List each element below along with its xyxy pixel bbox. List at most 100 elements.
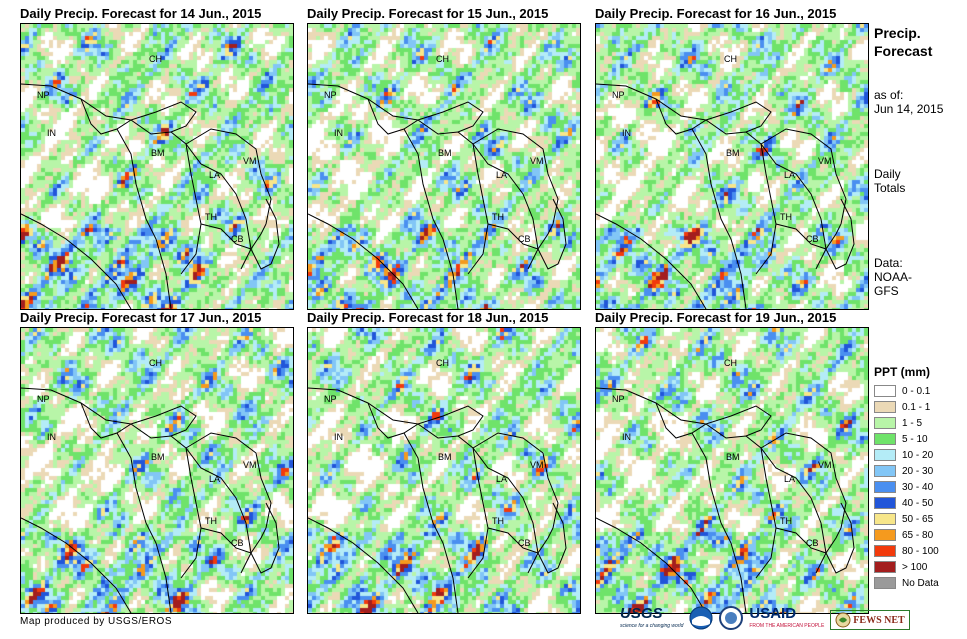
legend-swatch	[874, 417, 896, 429]
border-line	[21, 387, 197, 437]
panel-title: Daily Precip. Forecast for 16 Jun., 2015	[595, 6, 837, 21]
country-label-cb: CB	[231, 538, 244, 548]
legend-item: 40 - 50	[874, 495, 939, 511]
legend-label: 5 - 10	[902, 433, 928, 445]
border-line	[185, 432, 272, 529]
border-line	[308, 83, 484, 133]
border-line	[467, 143, 489, 275]
country-label-la: LA	[784, 474, 796, 484]
country-label-np: NP	[37, 394, 50, 404]
border-line	[200, 527, 267, 554]
country-label-la: LA	[209, 170, 221, 180]
legend-label: 65 - 80	[902, 529, 934, 541]
legend-label: 0 - 0.1	[902, 385, 931, 397]
legend-swatch	[874, 577, 896, 589]
border-line	[760, 128, 847, 225]
data-source: Data: NOAA- GFS	[874, 256, 912, 298]
country-label-bm: BM	[151, 452, 165, 462]
border-line	[825, 198, 855, 270]
legend-item: 50 - 65	[874, 511, 939, 527]
border-line	[705, 119, 827, 270]
border-line	[367, 402, 419, 439]
country-label-in: IN	[47, 128, 56, 138]
border-line	[417, 119, 539, 270]
legend-label: No Data	[902, 577, 939, 589]
border-line	[467, 447, 489, 579]
doi-seal-logo	[719, 605, 744, 635]
legend-label: 1 - 5	[902, 417, 923, 429]
legend-label: 30 - 40	[902, 481, 934, 493]
border-line	[403, 128, 459, 309]
border-line	[691, 432, 747, 613]
border-line	[596, 517, 707, 613]
country-label-bm: BM	[726, 148, 740, 158]
precip-raster	[21, 328, 293, 613]
country-label-vm: VM	[243, 156, 257, 166]
border-line	[403, 432, 459, 613]
country-label-np: NP	[612, 90, 625, 100]
country-label-ch: CH	[724, 54, 737, 64]
border-line	[80, 98, 132, 135]
data-line: GFS	[874, 284, 899, 298]
legend-title: PPT (mm)	[874, 365, 931, 379]
border-line	[775, 527, 842, 554]
country-label-ch: CH	[724, 358, 737, 368]
border-line	[180, 447, 202, 579]
precip-legend: PPT (mm) 0 - 0.1 0.1 - 1 1 - 5 5 - 10 10 - 2…	[874, 365, 939, 591]
precip-map: CH NP IN BM LA VM TH CB	[595, 23, 869, 310]
panel-title: Daily Precip. Forecast for 15 Jun., 2015	[307, 6, 549, 21]
precip-raster	[596, 328, 868, 613]
border-line	[655, 402, 707, 439]
precip-map: CH NP IN BM LA VM TH CB	[307, 23, 581, 310]
border-line	[130, 423, 252, 574]
border-line	[250, 198, 280, 270]
legend-item: 10 - 20	[874, 447, 939, 463]
border-line	[472, 432, 559, 529]
border-line	[116, 432, 172, 613]
country-label-vm: VM	[818, 460, 832, 470]
country-label-th: TH	[492, 212, 504, 222]
legend-swatch	[874, 385, 896, 397]
border-line	[180, 143, 202, 275]
asof-value: Jun 14, 2015	[874, 102, 944, 116]
country-label-la: LA	[496, 170, 508, 180]
legend-swatch	[874, 513, 896, 525]
country-label-la: LA	[784, 170, 796, 180]
country-label-ch: CH	[436, 54, 449, 64]
border-line	[487, 223, 554, 250]
legend-swatch	[874, 401, 896, 413]
country-label-cb: CB	[231, 234, 244, 244]
border-line	[705, 423, 827, 574]
country-borders	[21, 387, 280, 613]
border-line	[825, 502, 855, 574]
precip-raster	[308, 24, 580, 309]
country-borders	[308, 83, 567, 309]
precip-map: CH NP IN BM LA VM TH CB	[20, 23, 294, 310]
data-line: Data:	[874, 256, 903, 270]
border-line	[21, 213, 132, 309]
credit-text: Map produced by USGS/EROS	[20, 616, 173, 627]
legend-item: 65 - 80	[874, 527, 939, 543]
border-line	[691, 128, 747, 309]
border-line	[775, 223, 842, 250]
sidebar-title: Precip. Forecast	[874, 24, 932, 60]
precip-map: CH NP IN BM LA VM TH CB	[307, 327, 581, 614]
border-line	[760, 432, 847, 529]
legend-item: No Data	[874, 575, 939, 591]
as-of-date: as of: Jun 14, 2015	[874, 88, 943, 116]
border-line	[537, 502, 567, 574]
totals-line: Daily	[874, 167, 901, 181]
legend-swatch	[874, 449, 896, 461]
logo-bar: USGS science for a changing world USAID …	[620, 605, 910, 635]
country-label-cb: CB	[806, 538, 819, 548]
legend-swatch	[874, 465, 896, 477]
legend-item: > 100	[874, 559, 939, 575]
usgs-logo-sub: science for a changing world	[620, 623, 684, 629]
fewsnet-logo-text: FEWS NET	[853, 614, 905, 626]
border-line	[755, 143, 777, 275]
title-line: Forecast	[874, 43, 933, 59]
data-line: NOAA-	[874, 270, 913, 284]
usgs-logo-text: USGS	[620, 605, 663, 622]
daily-totals-label: Daily Totals	[874, 167, 905, 195]
border-line	[596, 213, 707, 309]
